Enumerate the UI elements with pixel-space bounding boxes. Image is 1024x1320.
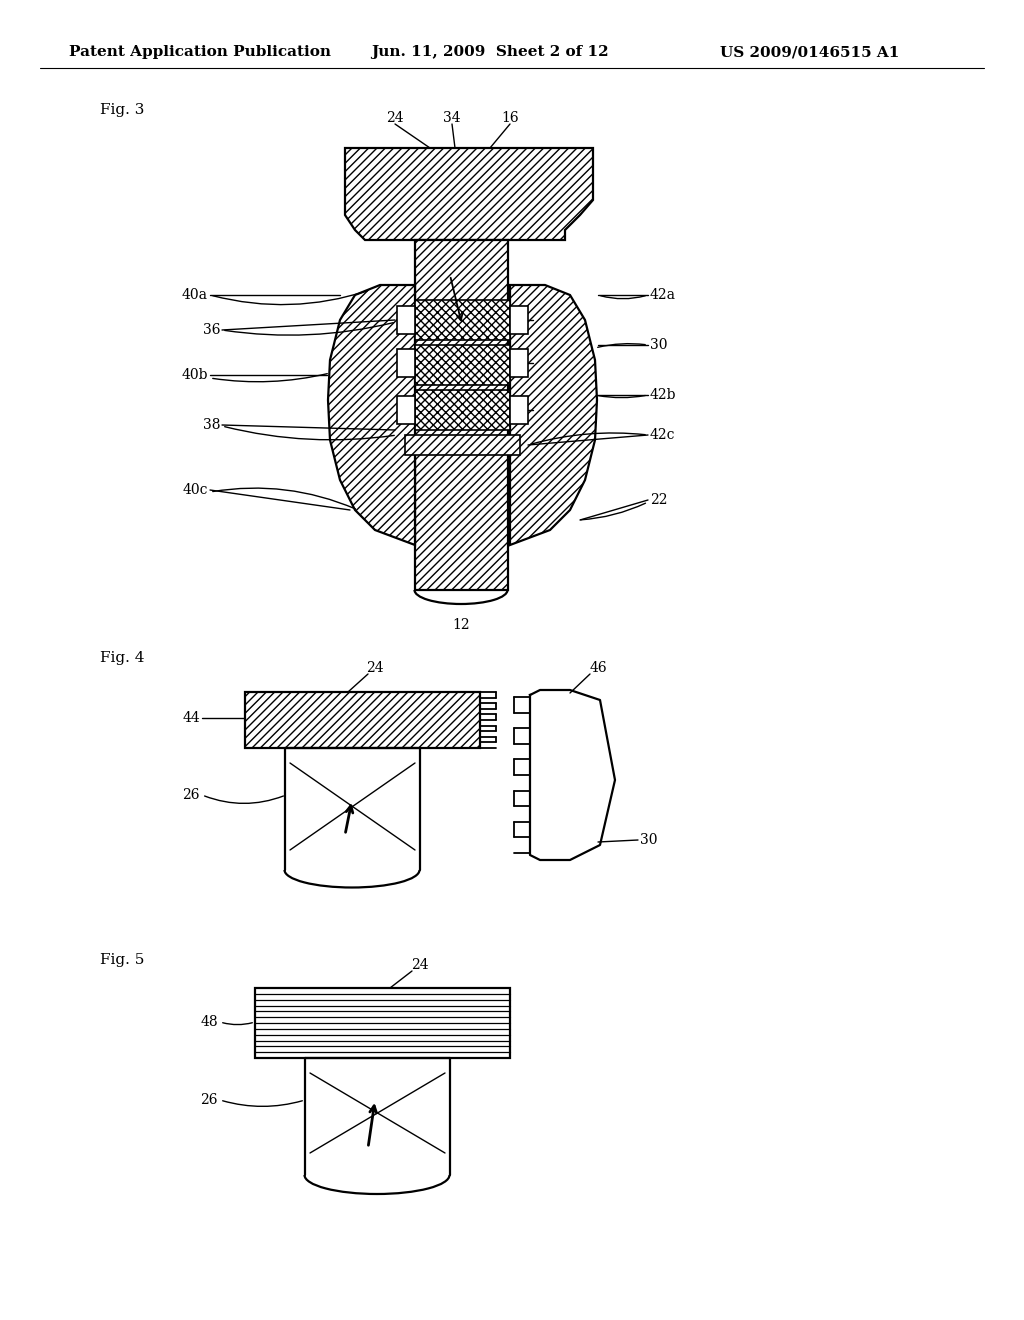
Polygon shape bbox=[510, 306, 528, 334]
Text: 26: 26 bbox=[201, 1093, 218, 1107]
Polygon shape bbox=[415, 240, 508, 590]
Text: 24: 24 bbox=[412, 958, 429, 972]
Polygon shape bbox=[345, 148, 593, 240]
Polygon shape bbox=[406, 436, 520, 455]
Text: Jun. 11, 2009  Sheet 2 of 12: Jun. 11, 2009 Sheet 2 of 12 bbox=[371, 45, 609, 59]
Text: 24: 24 bbox=[367, 661, 384, 675]
Text: 40b: 40b bbox=[181, 368, 208, 381]
Polygon shape bbox=[415, 345, 510, 385]
Text: 46: 46 bbox=[589, 661, 607, 675]
Polygon shape bbox=[397, 396, 415, 424]
Polygon shape bbox=[328, 285, 415, 545]
Text: 12: 12 bbox=[453, 618, 470, 632]
Polygon shape bbox=[397, 348, 415, 378]
Text: 36: 36 bbox=[203, 323, 220, 337]
Text: Fig. 4: Fig. 4 bbox=[100, 651, 144, 665]
Polygon shape bbox=[510, 285, 597, 545]
Polygon shape bbox=[255, 987, 510, 1059]
Text: 26: 26 bbox=[182, 788, 200, 803]
Text: Fig. 3: Fig. 3 bbox=[100, 103, 144, 117]
Text: 48: 48 bbox=[201, 1015, 218, 1030]
Text: 16: 16 bbox=[501, 111, 519, 125]
Polygon shape bbox=[245, 692, 480, 748]
Text: 42c: 42c bbox=[650, 428, 676, 442]
Text: 22: 22 bbox=[650, 492, 668, 507]
Text: 34: 34 bbox=[443, 111, 461, 125]
Polygon shape bbox=[510, 396, 528, 424]
Text: 40a: 40a bbox=[182, 288, 208, 302]
Text: 24: 24 bbox=[386, 111, 403, 125]
Text: 42b: 42b bbox=[650, 388, 677, 403]
Polygon shape bbox=[415, 300, 510, 341]
Text: US 2009/0146515 A1: US 2009/0146515 A1 bbox=[720, 45, 900, 59]
Polygon shape bbox=[510, 348, 528, 378]
Text: 44: 44 bbox=[182, 711, 200, 725]
Text: Fig. 5: Fig. 5 bbox=[100, 953, 144, 968]
Polygon shape bbox=[415, 389, 510, 430]
Text: 40c: 40c bbox=[182, 483, 208, 498]
Text: 38: 38 bbox=[203, 418, 220, 432]
Polygon shape bbox=[397, 306, 415, 334]
Text: 30: 30 bbox=[650, 338, 668, 352]
Text: 30: 30 bbox=[640, 833, 657, 847]
Text: Patent Application Publication: Patent Application Publication bbox=[69, 45, 331, 59]
Text: 42a: 42a bbox=[650, 288, 676, 302]
